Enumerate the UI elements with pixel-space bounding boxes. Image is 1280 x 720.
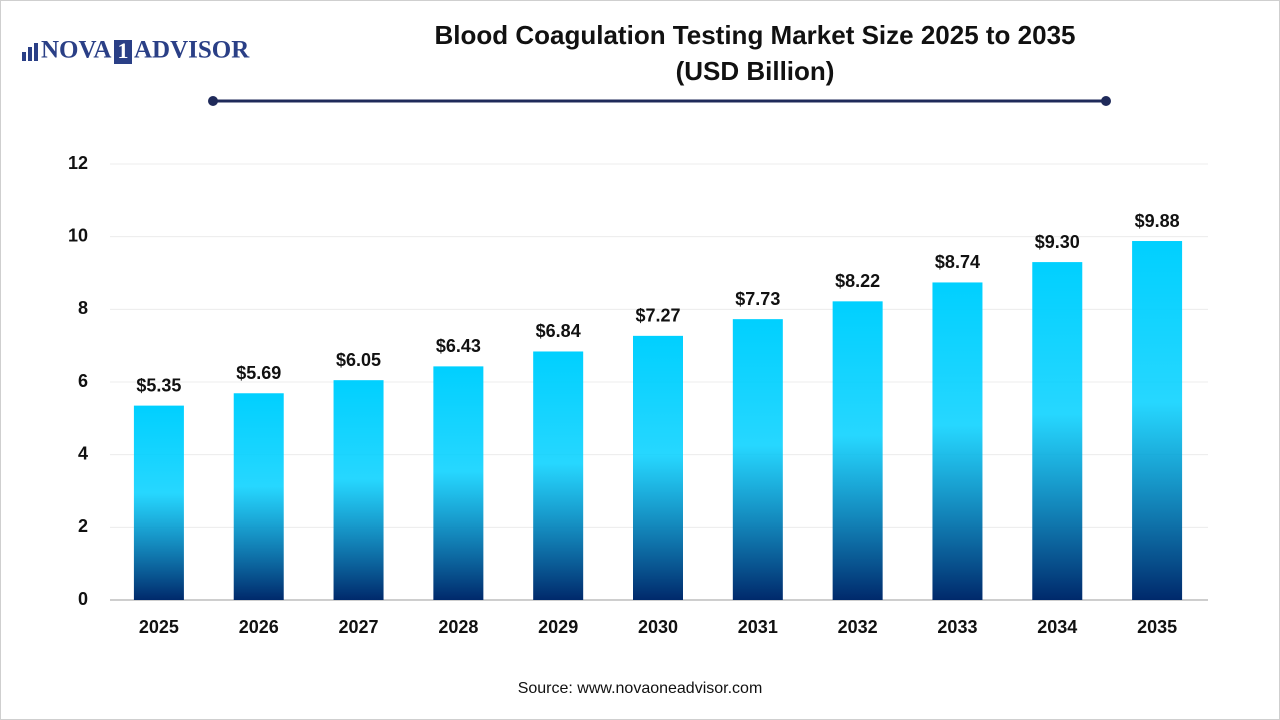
value-label: $9.30 [1035,232,1080,252]
y-tick-label: 10 [68,225,88,245]
bar [932,282,983,600]
x-tick-label: 2031 [738,617,778,637]
logo-mark: 1 [118,38,129,63]
value-label: $7.73 [735,289,780,309]
bar [533,351,584,600]
y-tick-label: 4 [78,443,88,463]
x-tick-label: 2034 [1037,617,1077,637]
x-tick-label: 2033 [937,617,977,637]
logo-text: ADVISOR [134,37,250,64]
value-label: $5.35 [136,375,181,395]
x-tick-label: 2029 [538,617,578,637]
y-tick-label: 2 [78,516,88,536]
value-label: $6.84 [536,321,581,341]
value-label: $7.27 [635,306,680,326]
value-label: $6.43 [436,336,481,356]
bar [732,319,783,600]
bar [1132,241,1183,600]
logo: NOVA 1 ADVISOR [22,37,250,64]
value-label: $8.74 [935,252,980,272]
logo-icon [28,47,32,61]
chart-subtitle: (USD Billion) [676,56,835,86]
logo-text: NOVA [41,37,111,64]
x-tick-label: 2028 [438,617,478,637]
bar [333,380,384,600]
x-tick-label: 2032 [838,617,878,637]
bar [633,335,683,600]
logo-box [114,40,132,64]
x-tick-label: 2035 [1137,617,1177,637]
y-tick-label: 0 [78,589,88,609]
rule-dot [1101,96,1111,106]
y-tick-label: 6 [78,371,88,391]
logo-icon [34,43,38,61]
x-tick-label: 2027 [339,617,379,637]
bar [1032,262,1083,600]
x-tick-label: 2030 [638,617,678,637]
value-label: $5.69 [236,363,281,383]
source-note: Source: www.novaoneadvisor.com [518,680,763,697]
value-label: $6.05 [336,350,381,370]
chart-title: Blood Coagulation Testing Market Size 20… [435,20,1076,50]
rule-dot [208,96,218,106]
x-tick-label: 2026 [239,617,279,637]
value-label: $9.88 [1135,211,1180,231]
logo-icon [22,52,26,61]
y-tick-label: 12 [68,153,88,173]
value-label: $8.22 [835,271,880,291]
bar [233,393,284,600]
bar [433,366,484,600]
x-tick-label: 2025 [139,617,179,637]
bar [832,301,883,600]
bar [133,405,184,600]
y-tick-label: 8 [78,298,88,318]
